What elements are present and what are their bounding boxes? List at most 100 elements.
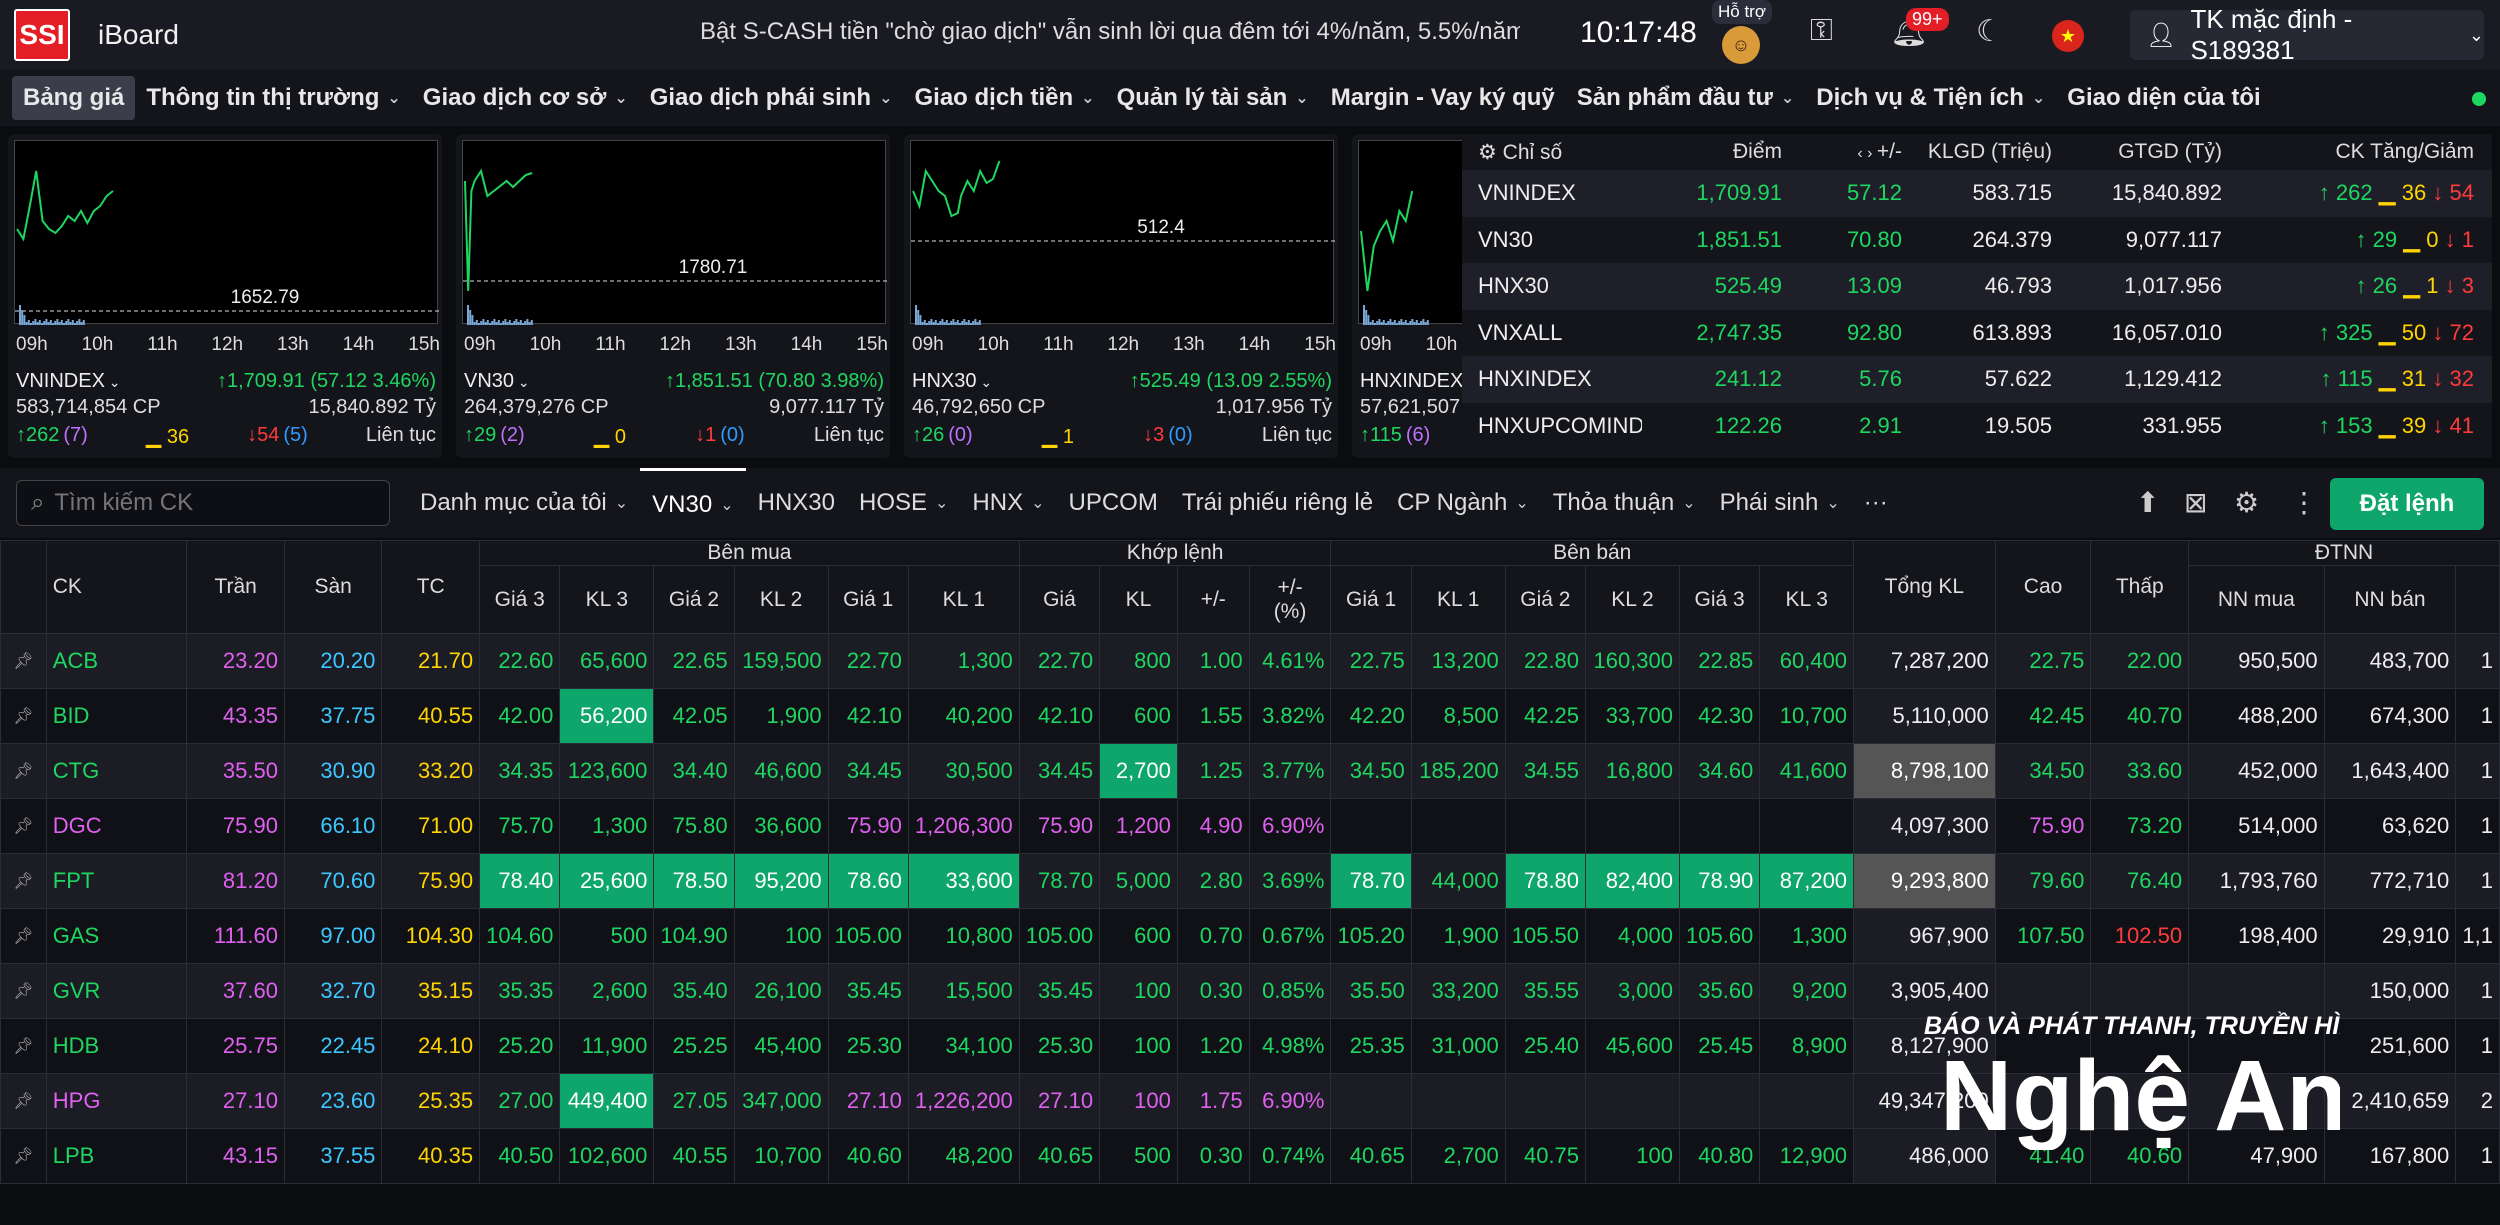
key-icon[interactable]: ⚿ [1810,14,1833,47]
filter-tab-1[interactable]: VN30 ⌄ [640,468,746,538]
table-row[interactable]: 📌︎ GVR 37.60 32.70 35.15 35.35 2,600 35.40 26,10… [0,963,2500,1019]
time-tick: 14h [342,334,375,355]
foreign-room: 1 [2455,688,2500,744]
index-name[interactable]: VNINDEX ⌄ [16,370,121,393]
foreign-sell: 483,700 [2323,633,2457,689]
index-name[interactable]: VN30 ⌄ [464,370,530,393]
filter-tab-4[interactable]: HNX ⌄ [960,468,1056,538]
account-selector[interactable]: 👤︎ TK mặc định - S189381 ⌄ [2130,4,2484,65]
table-row[interactable]: 📌︎ BID 43.35 37.75 40.55 42.00 56,200 42.05 1,90… [0,688,2500,744]
menu-item-2[interactable]: Giao dịch cơ sở ⌄ [412,76,639,120]
filter-tab-8[interactable]: Thỏa thuận ⌄ [1541,468,1708,538]
index-card-vnindex[interactable]: 1652.79 09h 10h 11h 12h 13h 14h 15h VNINDEX ⌄ ↑1,… [8,134,442,458]
menu-item-8[interactable]: Dịch vụ & Tiện ích ⌄ [1805,76,2056,120]
table-row[interactable]: 📌︎ GAS 111.60 97.00 104.30 104.60 500 104.90 100… [0,908,2500,964]
connection-status-icon [2472,92,2486,106]
ssi-logo[interactable]: SSI [14,9,70,61]
index-row[interactable]: VNINDEX 1,709.91 57.12 583.715 15,840.892 ↑ 2… [1462,170,2492,217]
time-tick: 11h [147,334,178,355]
menu-item-7[interactable]: Sản phẩm đầu tư ⌄ [1566,76,1805,120]
index-card-vn30[interactable]: 1780.71 09h 10h 11h 12h 13h 14h 15h VN30 ⌄ ↑1,851… [456,134,890,458]
gear-icon[interactable]: ⚙ [2234,487,2260,518]
table-row[interactable]: 📌︎ CTG 35.50 30.90 33.20 34.35 123,600 34.40 46,… [0,743,2500,799]
gear-icon[interactable]: ⚙ [1478,140,1503,164]
table-row[interactable]: 📌︎ LPB 43.15 37.55 40.35 40.50 102,600 40.55 10,… [0,1128,2500,1184]
index-row[interactable]: VN30 1,851.51 70.80 264.379 9,077.117 ↑ 29 ▁ … [1462,217,2492,264]
index-change: ↑1,709.91 (57.12 3.46%) [217,370,436,393]
symbol[interactable]: ACB [45,633,188,689]
symbol[interactable]: DGC [45,798,188,854]
table-row[interactable]: 📌︎ FPT 81.20 70.60 75.90 78.40 25,600 78.50 95,2… [0,853,2500,909]
menu-item-0[interactable]: Bảng giá [12,76,136,120]
menu-item-5[interactable]: Quản lý tài sản ⌄ [1106,76,1320,120]
menu-item-3[interactable]: Giao dịch phái sinh ⌄ [639,76,904,120]
pin-icon[interactable]: 📌︎ [0,798,47,854]
filter-tab-9[interactable]: Phái sinh ⌄ [1708,468,1852,538]
volume-bar [497,320,500,325]
volume-bar [517,322,520,325]
excel-export-icon[interactable]: ⊠ [2184,487,2208,518]
filter-tab-10[interactable]: ··· [1852,468,1900,538]
low [2090,1073,2190,1129]
pin-icon[interactable]: 📌︎ [0,743,47,799]
search-input[interactable] [54,489,355,517]
ask-vol-2: 160,300 [1585,633,1680,689]
filter-tab-0[interactable]: Danh mục của tôi ⌄ [408,468,640,538]
filter-tab-3[interactable]: HOSE ⌄ [847,468,960,538]
symbol[interactable]: HDB [45,1018,188,1074]
more-vertical-icon[interactable]: ⋮ [2290,487,2318,518]
table-row[interactable]: 📌︎ HPG 27.10 23.60 25.35 27.00 449,400 27.05 347… [0,1073,2500,1129]
support-mascot-icon[interactable]: ☺ [1722,26,1760,64]
scroll-top-icon[interactable]: ⬆ [2136,487,2160,518]
column-header: KL 1 [1410,565,1506,634]
index-row[interactable]: HNX30 525.49 13.09 46.793 1,017.956 ↑ 26 ▁ 1 … [1462,263,2492,310]
pin-icon[interactable]: 📌︎ [0,853,47,909]
ask-price-3 [1678,1073,1761,1129]
vietnam-flag-icon[interactable]: ★ [2052,20,2084,52]
symbol[interactable]: GAS [45,908,188,964]
symbol[interactable]: BID [45,688,188,744]
filter-tab-6[interactable]: Trái phiếu riêng lẻ [1170,468,1385,538]
menu-item-4[interactable]: Giao dịch tiền ⌄ [903,76,1105,120]
index-name-label: HNXINDEX [1360,370,1464,392]
news-marquee[interactable]: Bật S-CASH tiền "chờ giao dịch" vẫn sinh… [700,18,1520,45]
match-vol: 100 [1099,1073,1178,1129]
filter-tab-2[interactable]: HNX30 [746,468,847,538]
symbol[interactable]: HPG [45,1073,188,1129]
match-price: 35.45 [1018,963,1101,1019]
symbol[interactable]: LPB [45,1128,188,1184]
pin-icon[interactable]: 📌︎ [0,963,47,1019]
index-card-hnx30[interactable]: 512.4 09h 10h 11h 12h 13h 14h 15h HNX30 ⌄ ↑525.49… [904,134,1338,458]
symbol[interactable]: CTG [45,743,188,799]
index-header-cell[interactable]: ⚙ Chỉ số [1462,140,1642,165]
pin-icon[interactable]: 📌︎ [0,688,47,744]
filter-tab-7[interactable]: CP Ngành ⌄ [1385,468,1541,538]
menu-item-9[interactable]: Giao diện của tôi [2056,76,2271,120]
table-row[interactable]: 📌︎ DGC 75.90 66.10 71.00 75.70 1,300 75.80 36,60… [0,798,2500,854]
table-row[interactable]: 📌︎ ACB 23.20 20.20 21.70 22.60 65,600 22.65 159,… [0,633,2500,689]
table-row[interactable]: 📌︎ HDB 25.75 22.45 24.10 25.20 11,900 25.25 45,4… [0,1018,2500,1074]
symbol[interactable]: FPT [45,853,188,909]
ask-price-1: 105.20 [1330,908,1412,964]
symbol[interactable]: GVR [45,963,188,1019]
pin-icon[interactable]: 📌︎ [0,908,47,964]
support-label[interactable]: Hỗ trợ [1712,0,1772,24]
moon-icon[interactable]: ☾ [1976,15,2003,48]
toggle-arrows-icon[interactable]: ‹ › [1857,145,1877,162]
menu-item-1[interactable]: Thông tin thị trường ⌄ [135,76,411,120]
search-box[interactable]: ⌕ [16,480,390,526]
pin-icon[interactable]: 📌︎ [0,633,47,689]
pin-icon[interactable]: 📌︎ [0,1018,47,1074]
filter-tab-5[interactable]: UPCOM [1057,468,1170,538]
place-order-button[interactable]: Đặt lệnh [2330,478,2484,530]
ask-price-2: 40.75 [1504,1128,1587,1184]
menu-item-label: Giao dịch tiền [914,84,1074,111]
index-name[interactable]: HNX30 ⌄ [912,370,992,393]
pin-icon[interactable]: 📌︎ [0,1128,47,1184]
menu-item-6[interactable]: Margin - Vay ký quỹ [1320,76,1566,120]
index-row[interactable]: HNXINDEX 241.12 5.76 57.622 1,129.412 ↑ 115 ▁… [1462,356,2492,403]
pin-icon[interactable]: 📌︎ [0,1073,47,1129]
ask-price-3: 25.45 [1678,1018,1761,1074]
index-row[interactable]: VNXALL 2,747.35 92.80 613.893 16,057.010 ↑ 32… [1462,310,2492,357]
